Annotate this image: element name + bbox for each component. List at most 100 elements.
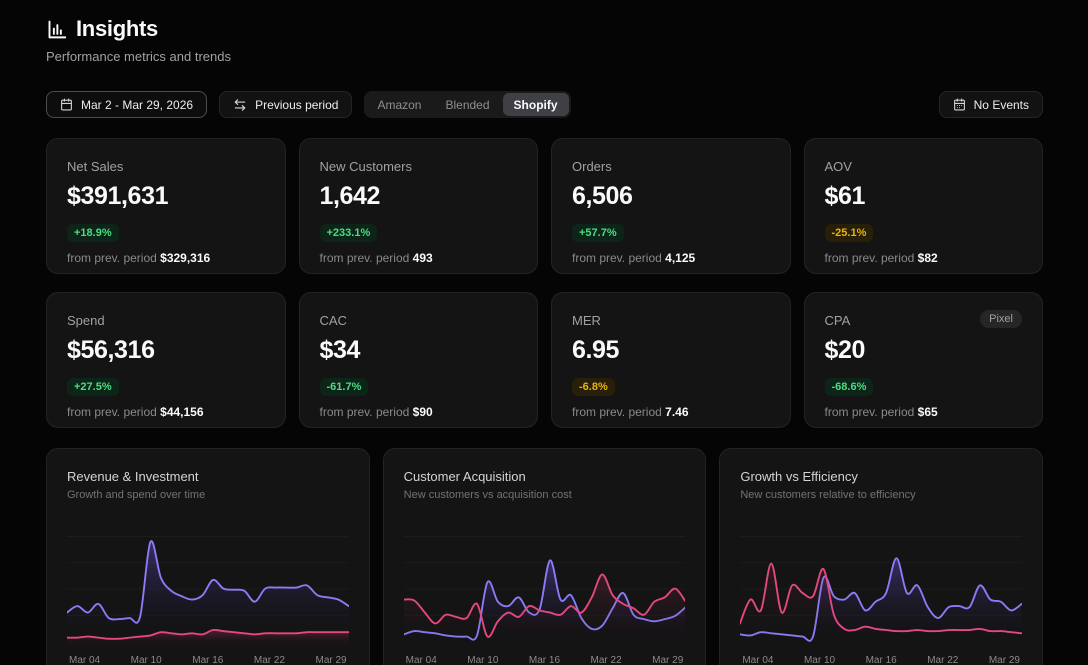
chart-subtitle: New customers relative to efficiency (740, 489, 916, 501)
x-tick-label: Mar 04 (405, 655, 437, 665)
kpi-change-badge: -68.6% (824, 378, 874, 396)
page-header: Insights (46, 16, 1043, 42)
bar-chart-icon (46, 19, 67, 40)
kpi-card: CAC $34 -61.7% from prev. period $90 (298, 292, 538, 428)
kpi-prev-value: 493 (412, 251, 433, 265)
no-events-label: No Events (973, 97, 1029, 112)
kpi-source-badge: Pixel (980, 310, 1022, 328)
kpi-grid: Net Sales $391,631 +18.9% from prev. per… (46, 138, 1043, 428)
x-tick-label: Mar 29 (315, 655, 347, 665)
kpi-change-badge: -25.1% (824, 224, 874, 242)
kpi-previous-period: from prev. period $82 (825, 251, 1023, 265)
kpi-value: $56,316 (67, 336, 155, 364)
segment-amazon[interactable]: Amazon (366, 93, 432, 116)
kpi-card: New Customers 1,642 +233.1% from prev. p… (298, 138, 538, 274)
x-tick-label: Mar 22 (253, 655, 285, 665)
kpi-card-top: MER (572, 313, 770, 328)
kpi-card-top: AOV (825, 159, 1023, 174)
page-title: Insights (76, 16, 158, 41)
x-tick-label: Mar 10 (467, 655, 499, 665)
x-tick-label: Mar 10 (803, 655, 836, 665)
kpi-previous-period: from prev. period $329,316 (67, 251, 265, 265)
kpi-card: Spend $56,316 +27.5% from prev. period $… (46, 292, 286, 428)
kpi-prev-value: 4,125 (665, 251, 696, 265)
date-range-button[interactable]: Mar 2 - Mar 29, 2026 (46, 91, 208, 118)
x-tick-label: Mar 04 (69, 655, 101, 665)
kpi-card-top: Orders (572, 159, 770, 174)
kpi-prev-value: 7.46 (665, 405, 689, 419)
calendar-icon (60, 98, 73, 111)
kpi-previous-period: from prev. period 4,125 (572, 251, 770, 265)
kpi-change-badge: -6.8% (572, 378, 615, 396)
chart-card: Revenue & Investment Growth and spend ov… (46, 448, 370, 665)
kpi-value: 6.95 (572, 336, 620, 364)
kpi-card-top: CAC (320, 313, 518, 328)
previous-period-label: Previous period (255, 97, 339, 112)
kpi-change-badge: +27.5% (67, 378, 119, 396)
kpi-previous-period: from prev. period $65 (825, 405, 1023, 419)
kpi-label: Orders (572, 159, 612, 174)
chart-title: Revenue & Investment (67, 469, 199, 484)
kpi-prev-value: $65 (917, 405, 938, 419)
chart-title: Customer Acquisition (403, 469, 526, 484)
kpi-previous-period: from prev. period $90 (320, 405, 518, 419)
kpi-value: $61 (824, 182, 866, 210)
kpi-card-top: New Customers (320, 159, 518, 174)
kpi-card: Orders 6,506 +57.7% from prev. period 4,… (551, 138, 791, 274)
kpi-label: Spend (67, 313, 105, 328)
chart-subtitle: Growth and spend over time (67, 489, 206, 501)
toolbar: Mar 2 - Mar 29, 2026 Previous period Ama… (46, 91, 1043, 118)
previous-period-button[interactable]: Previous period (219, 91, 353, 118)
chart-x-axis-labels: Mar 04 Mar 10 Mar 16 Mar 22 Mar 29 (740, 655, 1022, 665)
x-tick-label: Mar 16 (865, 655, 897, 665)
kpi-label: Net Sales (67, 159, 124, 174)
kpi-card: AOV $61 -25.1% from prev. period $82 (803, 138, 1043, 274)
kpi-change-badge: +18.9% (67, 224, 119, 242)
kpi-label: New Customers (319, 159, 412, 174)
kpi-label: CPA (824, 313, 851, 328)
x-tick-label: Mar 10 (130, 655, 162, 665)
x-tick-label: Mar 04 (742, 655, 774, 665)
kpi-prev-value: $329,316 (160, 251, 211, 265)
kpi-prev-label: from prev. period (572, 405, 666, 419)
chart-x-axis-labels: Mar 04 Mar 10 Mar 16 Mar 22 Mar 29 (404, 655, 686, 665)
kpi-card-top: Spend (67, 313, 265, 328)
segment-shopify[interactable]: Shopify (502, 93, 569, 116)
no-events-button[interactable]: No Events (938, 91, 1043, 118)
page-subtitle: Performance metrics and trends (46, 49, 231, 64)
kpi-label: CAC (319, 313, 347, 328)
line-chart (403, 527, 686, 649)
kpi-card: CPA Pixel $20 -68.6% from prev. period $… (803, 292, 1043, 428)
segment-blended[interactable]: Blended (434, 93, 500, 116)
chart-card: Customer Acquisition New customers vs ac… (382, 448, 707, 665)
kpi-label: MER (572, 313, 601, 328)
date-range-label: Mar 2 - Mar 29, 2026 (81, 97, 194, 112)
x-tick-label: Mar 16 (192, 655, 224, 665)
kpi-prev-value: $82 (917, 251, 938, 265)
kpi-prev-label: from prev. period (824, 405, 918, 419)
chart-card: Growth vs Efficiency New customers relat… (719, 448, 1043, 665)
kpi-prev-value: $44,156 (160, 405, 204, 419)
charts-grid: Revenue & Investment Growth and spend ov… (46, 448, 1043, 665)
kpi-prev-label: from prev. period (572, 251, 666, 265)
kpi-prev-value: $90 (412, 405, 433, 419)
line-chart (740, 527, 1022, 649)
kpi-change-badge: +233.1% (319, 224, 378, 242)
kpi-prev-label: from prev. period (824, 251, 918, 265)
kpi-change-badge: +57.7% (572, 224, 624, 242)
x-tick-label: Mar 29 (988, 655, 1020, 665)
kpi-change-badge: -61.7% (319, 378, 369, 396)
x-tick-label: Mar 22 (927, 655, 959, 665)
kpi-card: Net Sales $391,631 +18.9% from prev. per… (46, 138, 286, 274)
kpi-prev-label: from prev. period (67, 251, 161, 265)
line-chart (67, 527, 349, 649)
kpi-value: $391,631 (67, 182, 169, 210)
kpi-prev-label: from prev. period (67, 405, 161, 419)
chart-title: Growth vs Efficiency (740, 469, 858, 484)
chart-subtitle: New customers vs acquisition cost (403, 489, 572, 501)
x-tick-label: Mar 22 (590, 655, 622, 665)
kpi-card: MER 6.95 -6.8% from prev. period 7.46 (551, 292, 791, 428)
kpi-value: $34 (319, 336, 361, 364)
x-tick-label: Mar 16 (528, 655, 561, 665)
